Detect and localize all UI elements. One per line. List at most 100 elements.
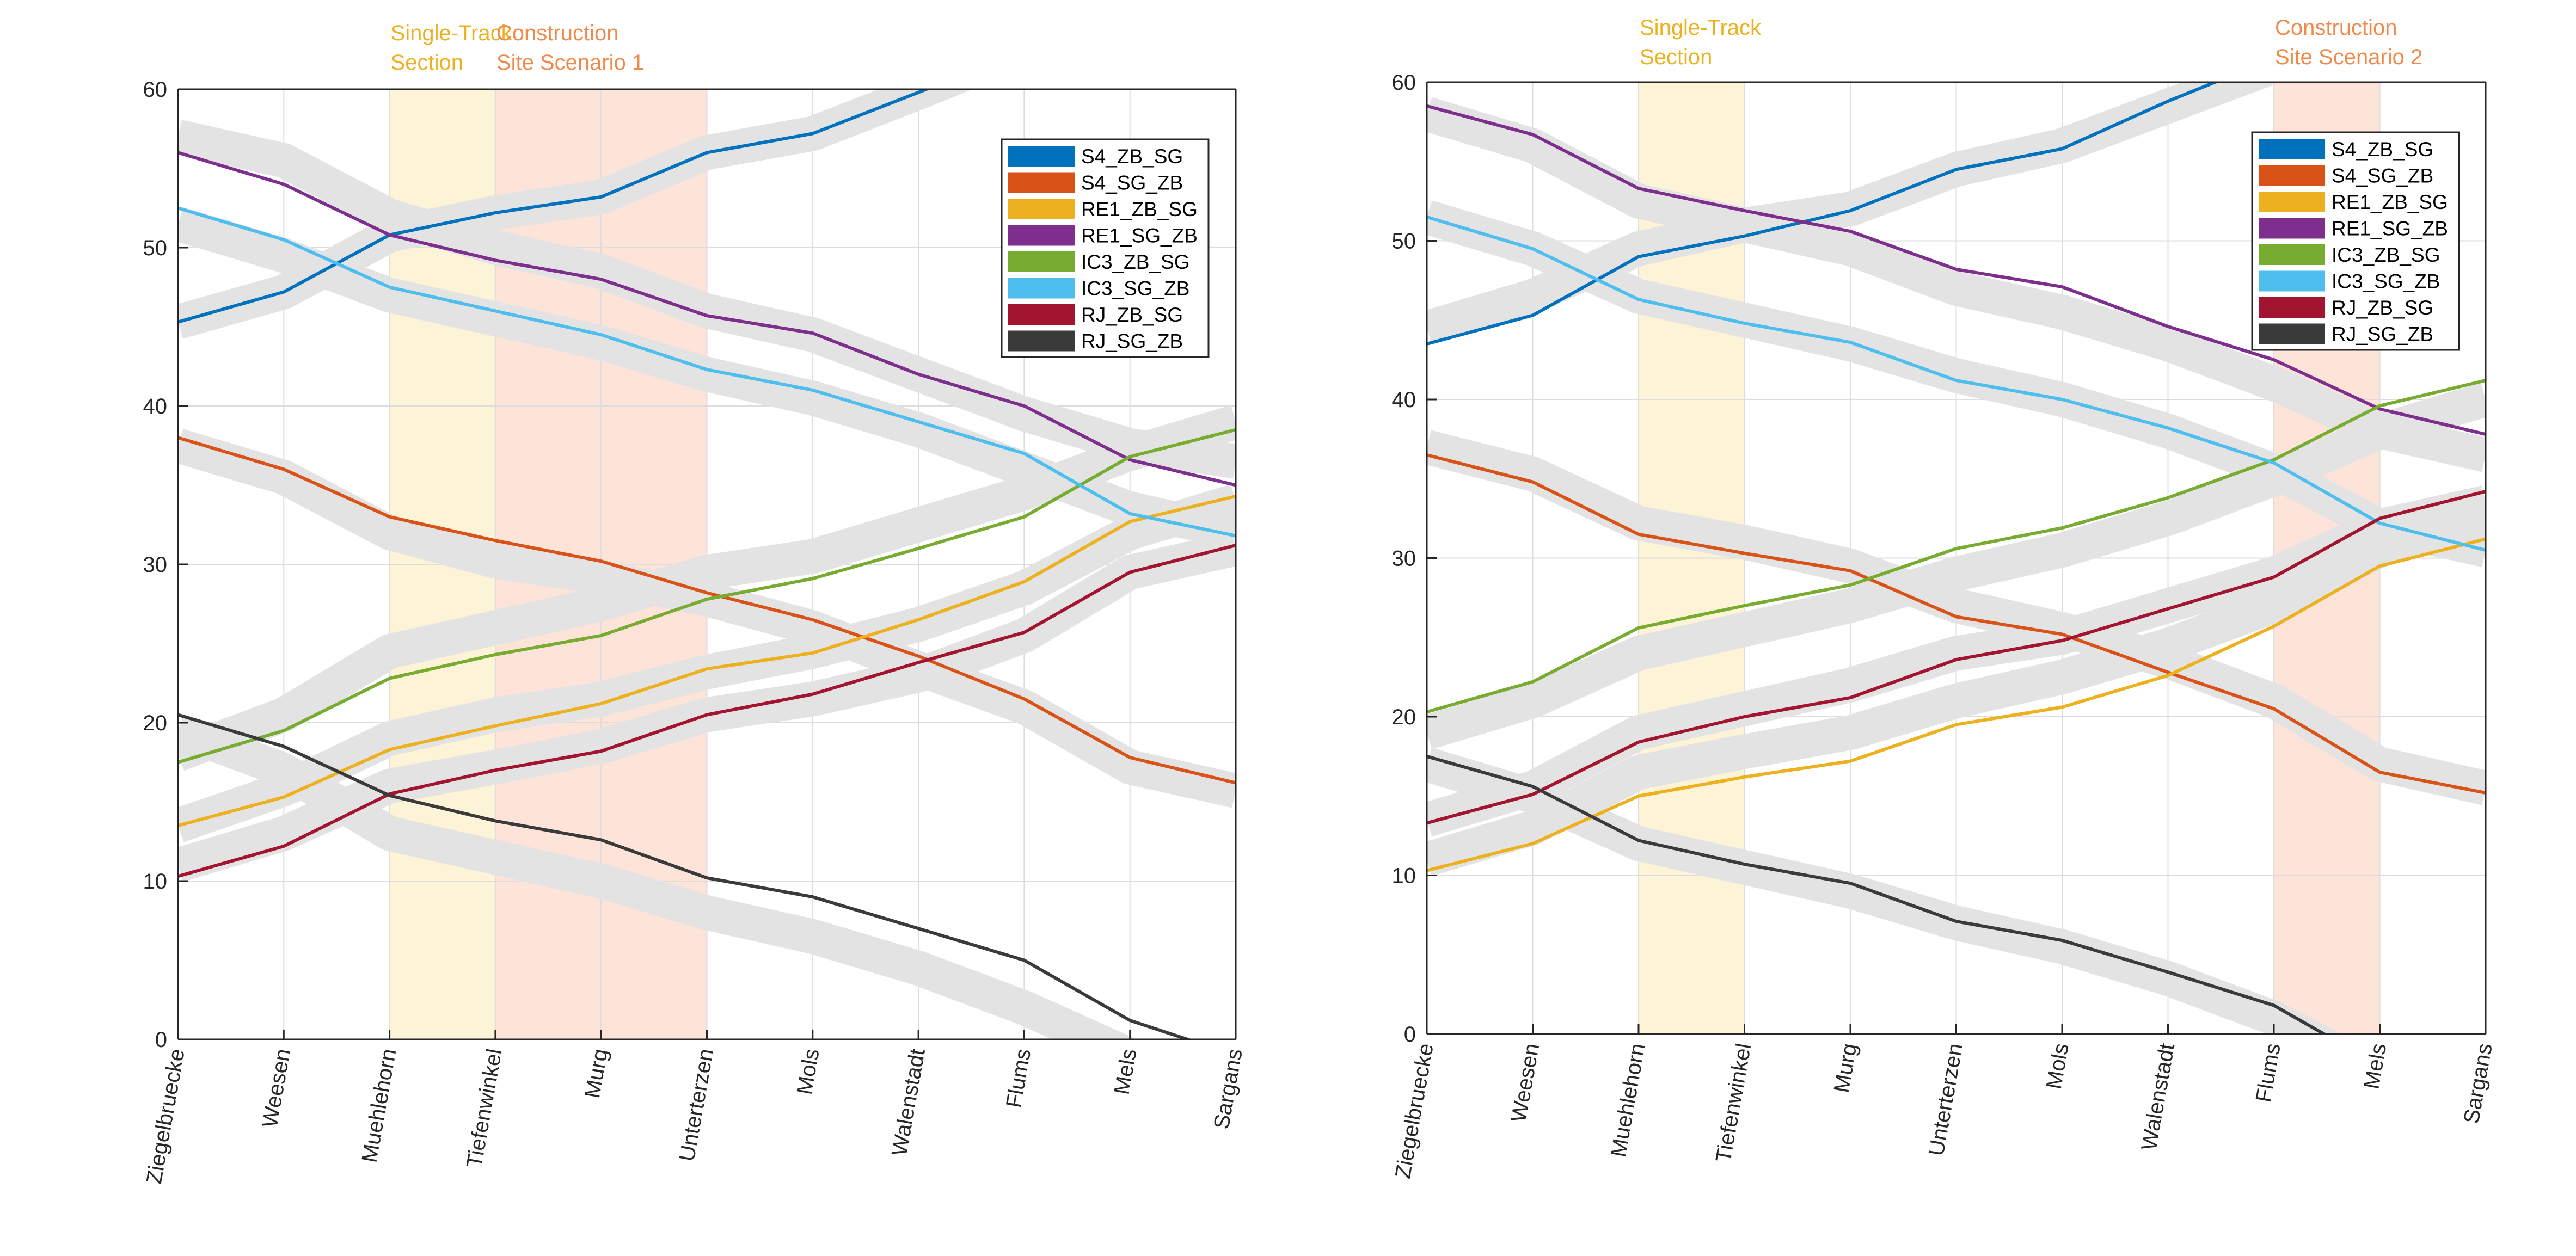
legend-label: RE1_ZB_SG [2332,191,2448,213]
x-tick-label: Mels [1110,1047,1142,1097]
series-line-re1_sg_zb [1427,104,2486,436]
series-line-re1_zb_sg [178,494,1236,828]
x-tick-label: Walenstadt [2137,1042,2180,1152]
series-line-ic3_zb_sg [1427,379,2486,714]
legend-swatch [1008,304,1075,325]
x-tick-label: Ziegelbruecke [142,1047,189,1186]
y-tick-label: 60 [1392,71,1416,95]
y-tick-label: 0 [1404,1023,1416,1046]
series-line-ic3_sg_zb [178,206,1236,538]
x-tick-label: Weesen [257,1047,295,1129]
legend-label: IC3_ZB_SG [1081,251,1189,273]
legend-swatch [2259,297,2325,318]
annotation-single-track: Section [1640,45,1712,69]
buffer-band [178,484,1236,842]
series-line-s4_zb_sg [178,89,931,324]
x-tick-label: Sargans [1210,1047,1247,1131]
legend-label: IC3_ZB_SG [2332,244,2440,266]
x-tick-label: Murg [580,1047,612,1100]
x-tick-label: Sargans [2460,1042,2497,1125]
series-line-ic3_sg_zb [1427,215,2486,552]
legend-swatch [2259,165,2325,186]
legend-swatch [1008,330,1075,352]
legend-swatch [2259,218,2325,239]
legend-swatch [1008,278,1075,299]
y-tick-label: 30 [143,553,168,577]
series-line-rj_zb_sg [1427,490,2486,825]
x-tick-label: Weesen [1507,1042,1544,1124]
buffer-band [1427,97,2486,472]
buffer-band [1427,430,2486,805]
plot-area [178,89,1236,1039]
legend-swatch [2259,323,2325,344]
x-tick-label: Mols [2042,1042,2074,1091]
legend-swatch [1008,172,1075,193]
series-line-ic3_zb_sg [178,428,1236,764]
legend-swatch [2259,270,2325,292]
legend-label: RE1_SG_ZB [2332,218,2448,240]
x-tick-label: Ziegelbruecke [1391,1042,1438,1180]
legend-swatch [1008,251,1075,272]
legend-swatch [1008,199,1075,219]
buffer-band [1427,200,2486,568]
legend-swatch [1008,225,1075,246]
y-tick-label: 60 [143,78,168,102]
legend-label: IC3_SG_ZB [2332,270,2440,293]
buffer-band [1427,383,2486,749]
x-tick-label: Mols [793,1047,824,1097]
legend-label: S4_ZB_SG [1081,145,1183,168]
y-tick-label: 10 [1392,864,1416,888]
legend-label: S4_SG_ZB [2332,165,2433,187]
legend-label: S4_ZB_SG [2332,138,2433,161]
x-tick-label: Unterterzen [675,1047,719,1163]
annotation-construction: Construction [496,21,619,45]
chart-scenario-2: 0 10 20 30 40 50 60 Ziegelbruecke Weesen Muehleho… [1391,16,2497,1180]
x-tick-label: Flums [2252,1042,2285,1104]
annotation-construction: Site Scenario 1 [496,51,644,75]
x-tick-label: Tiefenwinkel [462,1047,507,1169]
series-line-rj_sg_zb [178,713,1193,1039]
series-line-s4_sg_zb [178,436,1236,785]
y-tick-label: 10 [143,870,168,894]
legend-label: RJ_ZB_SG [2332,297,2433,319]
legend-label: RE1_SG_ZB [1081,225,1198,247]
plot-area [1427,82,2486,1034]
x-tick-label: Muehlehorn [357,1047,401,1165]
x-tick-label: Flums [1002,1047,1035,1110]
annotation-construction: Construction [2275,16,2397,40]
y-tick-label: 30 [1392,547,1416,571]
buffer-band [1427,501,2486,877]
annotation-single-track: Single-Track [1640,16,1762,40]
annotation-single-track: Single-Track [391,21,513,45]
legend-swatch [2259,139,2325,159]
x-tick-label: Mels [2359,1042,2391,1091]
series-line-re1_zb_sg [1427,537,2486,872]
y-tick-label: 40 [143,395,168,418]
x-tick-label: Unterterzen [1924,1042,1968,1158]
series-line-rj_sg_zb [1427,754,2328,1034]
y-tick-label: 20 [143,711,168,735]
legend-label: RE1_ZB_SG [1081,198,1198,220]
legend-label: IC3_SG_ZB [1081,278,1189,300]
legend-swatch [2259,192,2325,212]
series-line-s4_zb_sg [1427,82,2219,346]
series-line-rj_zb_sg [178,544,1236,878]
series-line-s4_sg_zb [1427,453,2486,795]
legend-label: RJ_SG_ZB [1081,330,1183,353]
annotation-construction: Site Scenario 2 [2275,45,2422,69]
y-tick-label: 20 [1392,705,1416,729]
y-tick-label: 50 [1392,230,1416,254]
legend-label: RJ_SG_ZB [2332,323,2433,346]
y-tick-label: 40 [1392,388,1416,412]
buffer-band [178,207,1236,550]
y-tick-label: 50 [143,236,168,260]
chart-scenario-1: 0 10 20 30 40 50 60 Ziegelbruecke Weesen Muehleho… [142,21,1247,1186]
x-tick-label: Walenstadt [887,1047,930,1158]
x-tick-label: Muehlehorn [1606,1042,1650,1159]
annotation-single-track: Section [391,51,463,75]
legend-swatch [2259,244,2325,265]
series-line-re1_sg_zb [178,151,1236,487]
y-tick-label: 0 [155,1028,167,1052]
legend-label: S4_SG_ZB [1081,172,1183,194]
